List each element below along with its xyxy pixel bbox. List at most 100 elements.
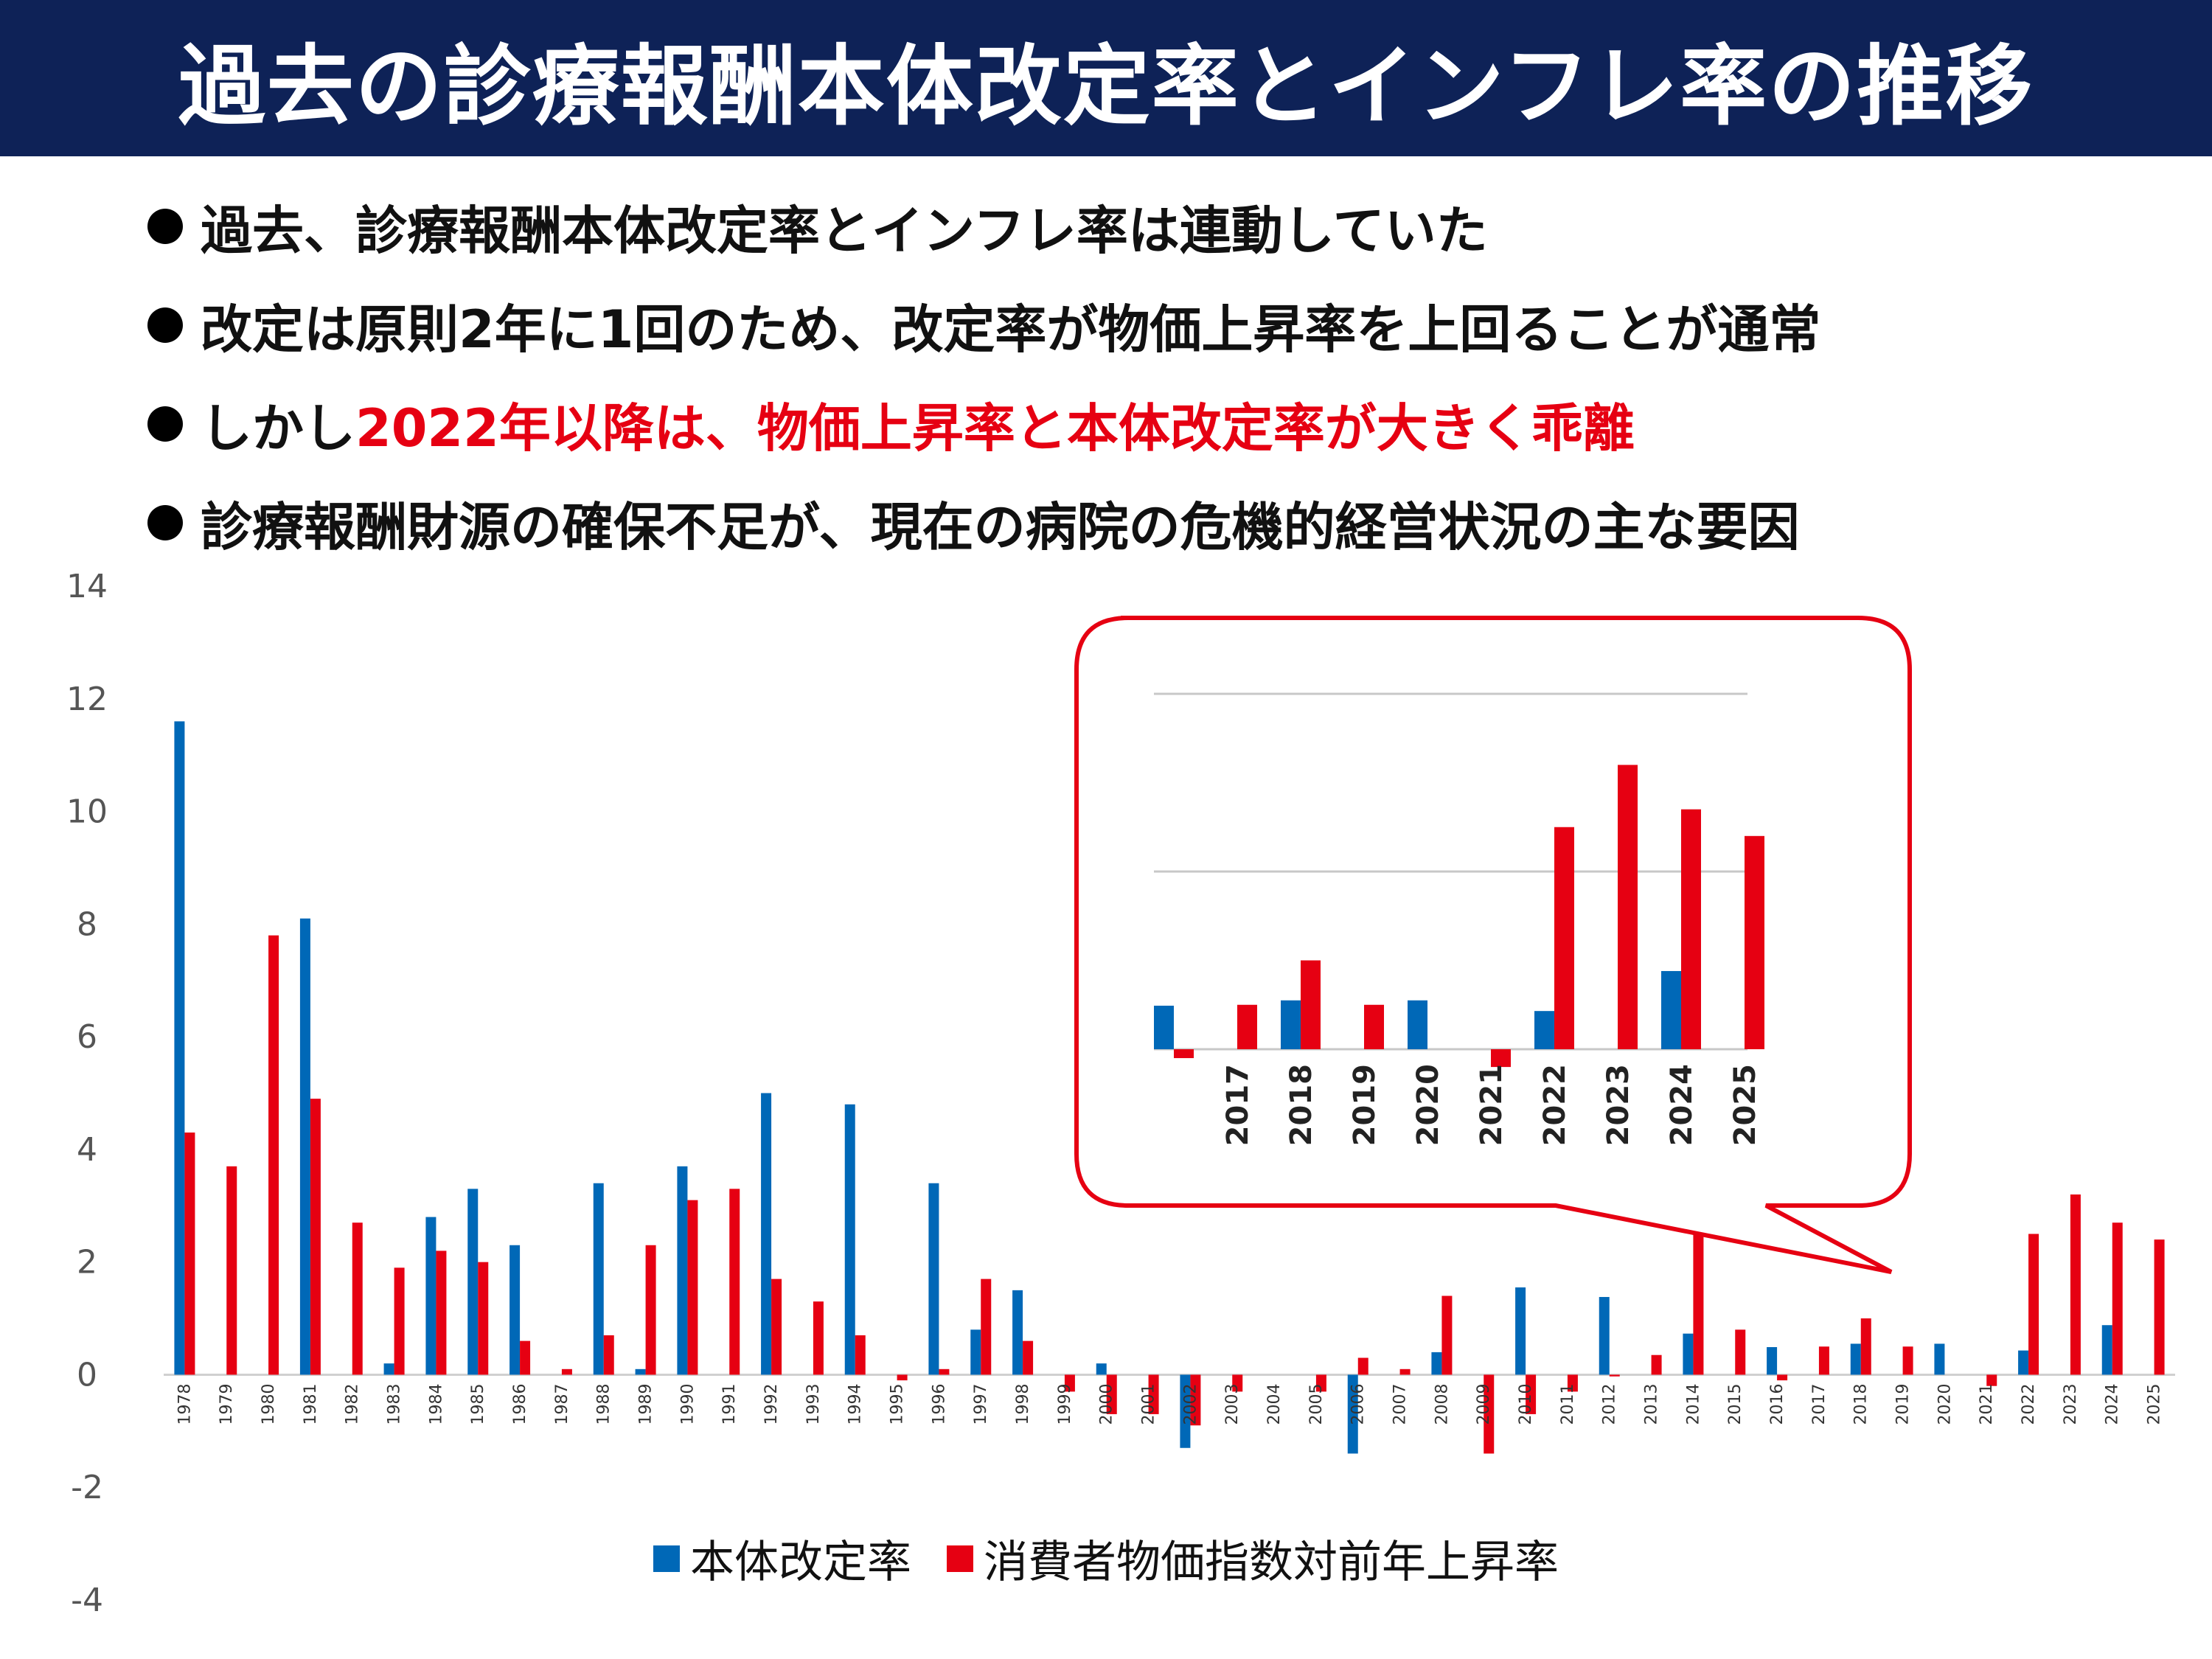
bar-revision-rate-2008 [1431,1352,1442,1375]
bar-cpi-rate-1996 [939,1368,950,1375]
x-tick-label-1989: 1989 [637,1383,655,1425]
y-tick-label: 0 [77,1356,97,1394]
x-tick-label-2024: 2024 [2104,1383,2122,1425]
bar-cpi-rate-2003 [1232,1374,1243,1392]
x-tick-label-1979: 1979 [218,1383,236,1425]
slide-title-text: 過去の診療報酬本体改定率とインフレ率の推移 [178,35,2034,137]
y-tick-label: -2 [71,1469,103,1506]
bar-cpi-rate-2025 [2154,1239,2165,1375]
legend-item-revision-rate: 本体改定率 [653,1526,911,1590]
bar-revision-rate-1981 [299,918,310,1375]
bar-revision-rate-1985 [467,1189,479,1375]
x-tick-label-1980: 1980 [260,1383,278,1425]
bullet-item: 改定は原則2年に1回のため、改定率が物価上昇率を上回ることが通常 [147,276,2197,375]
bar-revision-rate-1986 [509,1245,521,1375]
bar-cpi-rate-2006 [1357,1357,1368,1375]
x-tick-label-1984: 1984 [427,1383,445,1425]
inset-bar-cpi-rate-2025 [1745,835,1764,1049]
bar-cpi-rate-2024 [2112,1222,2123,1375]
x-tick-label-2021: 2021 [1978,1383,1996,1425]
bullet-text-lead: しかし [201,397,355,459]
slide-title: 過去の診療報酬本体改定率とインフレ率の推移 [0,0,2212,156]
bullet-dot-icon [147,406,183,442]
inset-x-tick-label-2018: 2018 [1284,1064,1318,1146]
bar-revision-rate-1998 [1012,1290,1023,1375]
bar-revision-rate-1978 [174,721,185,1375]
bar-cpi-rate-2014 [1693,1220,1704,1375]
inset-bar-cpi-rate-2018 [1301,960,1321,1049]
bar-revision-rate-1996 [928,1183,939,1375]
bar-cpi-rate-1981 [310,1099,321,1375]
inset-bar-revision-rate-2024 [1661,970,1681,1049]
legend-item-cpi-rate: 消費者物価指数対前年上昇率 [947,1526,1559,1590]
bar-revision-rate-2016 [1767,1347,1778,1375]
inset-bar-cpi-rate-2016 [1174,1049,1194,1059]
bar-cpi-rate-1993 [813,1301,824,1375]
legend-swatch-blue [653,1545,680,1572]
bar-revision-rate-2014 [1683,1333,1694,1375]
x-tick-label-1992: 1992 [762,1383,781,1425]
inset-bar-revision-rate-2022 [1534,1011,1554,1049]
x-tick-label-2013: 2013 [1643,1383,1661,1425]
y-tick-label: 8 [77,905,97,943]
x-tick-label-1987: 1987 [553,1383,571,1425]
x-tick-label-1986: 1986 [511,1383,529,1425]
bar-revision-rate-2024 [2101,1325,2112,1375]
x-tick-label-2022: 2022 [2020,1383,2038,1425]
inset-x-tick-label-2024: 2024 [1665,1064,1699,1146]
bullet-text: 改定は原則2年に1回のため、改定率が物価上昇率を上回ることが通常 [201,299,1821,360]
bar-cpi-rate-1998 [1023,1340,1034,1375]
bar-cpi-rate-2015 [1735,1329,1746,1375]
bar-cpi-rate-2002 [1190,1374,1201,1426]
legend-label: 本体改定率 [690,1537,911,1588]
x-tick-label-1995: 1995 [888,1383,907,1425]
bar-cpi-rate-1979 [226,1166,237,1375]
bar-revision-rate-2002 [1180,1374,1191,1448]
bar-cpi-rate-1992 [771,1279,782,1375]
x-tick-label-1997: 1997 [972,1383,990,1425]
x-tick-label-2001: 2001 [1140,1383,1158,1425]
x-tick-label-2015: 2015 [1726,1383,1745,1425]
x-tick-label-2003: 2003 [1223,1383,1242,1425]
bar-revision-rate-1990 [677,1166,688,1375]
x-tick-label-2008: 2008 [1433,1383,1451,1425]
x-tick-label-1991: 1991 [720,1383,739,1425]
inset-bar-cpi-rate-2017 [1237,1004,1257,1049]
inset-x-tick-label-2023: 2023 [1601,1064,1635,1146]
x-tick-label-1985: 1985 [469,1383,487,1425]
x-tick-label-2002: 2002 [1181,1383,1200,1425]
bullet-item: 診療報酬財源の確保不足が、現在の病院の危機的経営状況の主な要因 [147,473,2197,572]
x-tick-label-2010: 2010 [1517,1383,1535,1425]
inset-x-tick-label-2025: 2025 [1728,1064,1762,1146]
x-tick-label-2025: 2025 [2146,1383,2164,1425]
bar-cpi-rate-1983 [394,1267,405,1375]
inset-bar-cpi-rate-2022 [1554,827,1574,1049]
bar-cpi-rate-2013 [1651,1354,1662,1375]
bar-revision-rate-2010 [1515,1287,1526,1375]
bar-cpi-rate-1984 [436,1251,447,1375]
x-tick-label-1993: 1993 [804,1383,823,1425]
inset-bar-cpi-rate-2024 [1681,809,1701,1049]
x-tick-label-1982: 1982 [344,1383,362,1425]
bar-revision-rate-1983 [383,1363,394,1375]
y-tick-label: 12 [66,681,108,718]
bar-cpi-rate-1990 [687,1200,698,1375]
bar-revision-rate-1992 [761,1093,772,1375]
x-tick-label-1996: 1996 [930,1383,948,1425]
y-tick-label: 10 [66,793,108,831]
legend-label: 消費者物価指数対前年上昇率 [984,1537,1559,1588]
inset-bar-revision-rate-2016 [1154,1005,1174,1049]
bar-cpi-rate-1994 [855,1335,866,1375]
bar-revision-rate-2018 [1850,1343,1861,1375]
x-tick-label-1999: 1999 [1056,1383,1074,1425]
y-tick-label: 4 [77,1131,97,1169]
x-tick-label-2012: 2012 [1601,1383,1619,1425]
bar-cpi-rate-2009 [1484,1374,1495,1454]
inset-x-tick-label-2021: 2021 [1475,1064,1509,1146]
bar-cpi-rate-2010 [1526,1374,1537,1414]
x-tick-label-2014: 2014 [1684,1383,1703,1425]
bar-cpi-rate-2018 [1860,1318,1871,1375]
bullet-list: 過去、診療報酬本体改定率とインフレ率は連動していた 改定は原則2年に1回のため、… [147,177,2197,572]
bar-cpi-rate-2007 [1399,1368,1411,1375]
bar-cpi-rate-1989 [645,1245,656,1375]
